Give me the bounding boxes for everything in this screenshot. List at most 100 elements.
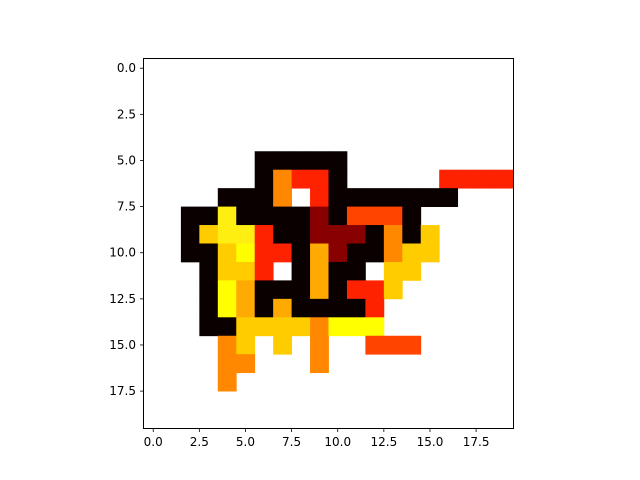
heatmap-cell — [310, 151, 329, 171]
heatmap-cell — [402, 225, 422, 244]
heatmap-cell — [291, 225, 311, 244]
heatmap-cell — [494, 169, 514, 189]
heatmap-cell — [254, 261, 274, 281]
heatmap-cell — [217, 243, 237, 263]
heatmap-cell — [236, 261, 256, 281]
heatmap-cell — [328, 169, 348, 189]
heatmap-cell — [291, 243, 311, 263]
heatmap-cell — [273, 298, 292, 318]
heatmap-cell — [365, 188, 385, 207]
heatmap-cell — [254, 188, 274, 207]
heatmap-cell — [217, 261, 237, 281]
y-tick-label: 0.0 — [117, 61, 136, 75]
heatmap-cell — [236, 280, 256, 300]
heatmap-cell — [420, 188, 440, 207]
y-tick-label: 10.0 — [109, 246, 136, 260]
heatmap-cell — [328, 151, 348, 171]
heatmap-cell — [476, 169, 495, 189]
heatmap-cell — [180, 243, 200, 263]
x-tick-label: 2.5 — [190, 435, 209, 449]
heatmap-cell — [199, 317, 219, 337]
heatmap-cell — [439, 188, 459, 207]
heatmap-cell — [273, 169, 292, 189]
heatmap-cell — [291, 261, 311, 281]
heatmap-cell — [365, 280, 385, 300]
heatmap-cell — [402, 261, 422, 281]
heatmap-cell — [273, 317, 292, 337]
heatmap-cell — [346, 243, 366, 263]
y-tick-label: 2.5 — [117, 107, 136, 121]
x-tick-label: 12.5 — [370, 435, 397, 449]
heatmap-cell — [310, 335, 329, 355]
heatmap-cell — [291, 169, 311, 189]
x-axis: 0.0 2.5 5.0 7.5 10.0 12.5 15.0 17.5 — [144, 428, 490, 449]
heatmap-cell — [254, 317, 274, 337]
heatmap-cell — [383, 280, 403, 300]
heatmap-cell — [365, 206, 385, 226]
heatmap-cell — [254, 298, 274, 318]
heatmap-cell — [328, 280, 348, 300]
heatmap-cell — [254, 151, 274, 171]
heatmap-cell — [254, 225, 274, 244]
heatmap-cell — [273, 335, 292, 355]
heatmap-cell — [365, 243, 385, 263]
heatmap-cell — [236, 225, 256, 244]
heatmap-cell — [328, 298, 348, 318]
x-tick-label: 0.0 — [144, 435, 163, 449]
heatmap-cell — [310, 243, 329, 263]
heatmap-cell — [199, 243, 219, 263]
heatmap-cell — [365, 335, 385, 355]
heatmap-cells — [180, 151, 514, 392]
heatmap-cell — [346, 298, 366, 318]
heatmap-cell — [328, 206, 348, 226]
heatmap-cell — [254, 280, 274, 300]
x-tick-label: 15.0 — [417, 435, 444, 449]
heatmap-cell — [217, 354, 237, 374]
heatmap-cell — [199, 225, 219, 244]
heatmap-cell — [402, 188, 422, 207]
heatmap-cell — [217, 280, 237, 300]
heatmap-cell — [402, 335, 422, 355]
heatmap-cell — [236, 317, 256, 337]
heatmap-cell — [310, 261, 329, 281]
heatmap-cell — [236, 335, 256, 355]
heatmap-cell — [457, 169, 477, 189]
heatmap-cell — [217, 317, 237, 337]
heatmap-cell — [291, 151, 311, 171]
heatmap-cell — [180, 206, 200, 226]
heatmap-cell — [383, 206, 403, 226]
heatmap-cell — [402, 206, 422, 226]
heatmap-cell — [217, 298, 237, 318]
heatmap-cell — [291, 206, 311, 226]
heatmap-cell — [310, 188, 329, 207]
heatmap-cell — [346, 280, 366, 300]
heatmap-cell — [236, 206, 256, 226]
heatmap-cell — [254, 206, 274, 226]
heatmap-cell — [236, 354, 256, 374]
heatmap-cell — [310, 298, 329, 318]
heatmap-cell — [254, 243, 274, 263]
heatmap-cell — [328, 243, 348, 263]
heatmap-cell — [199, 280, 219, 300]
heatmap-cell — [273, 151, 292, 171]
x-tick-label: 7.5 — [282, 435, 301, 449]
x-tick-label: 10.0 — [324, 435, 351, 449]
heatmap-cell — [273, 206, 292, 226]
y-axis: 0.0 2.5 5.0 7.5 10.0 12.5 15.0 17.5 — [109, 61, 144, 398]
heatmap-cell — [291, 298, 311, 318]
plot-frame — [143, 58, 514, 429]
heatmap-cell — [310, 280, 329, 300]
heatmap-cell — [236, 298, 256, 318]
heatmap-cell — [273, 280, 292, 300]
heatmap-cell — [236, 243, 256, 263]
y-tick-label: 15.0 — [109, 338, 136, 352]
heatmap-cell — [346, 188, 366, 207]
heatmap-cell — [217, 335, 237, 355]
heatmap-cell — [365, 317, 385, 337]
heatmap-cell — [180, 225, 200, 244]
heatmap-cell — [199, 206, 219, 226]
x-tick-label: 17.5 — [463, 435, 490, 449]
y-tick-label: 17.5 — [109, 384, 136, 398]
y-tick-label: 7.5 — [117, 200, 136, 214]
